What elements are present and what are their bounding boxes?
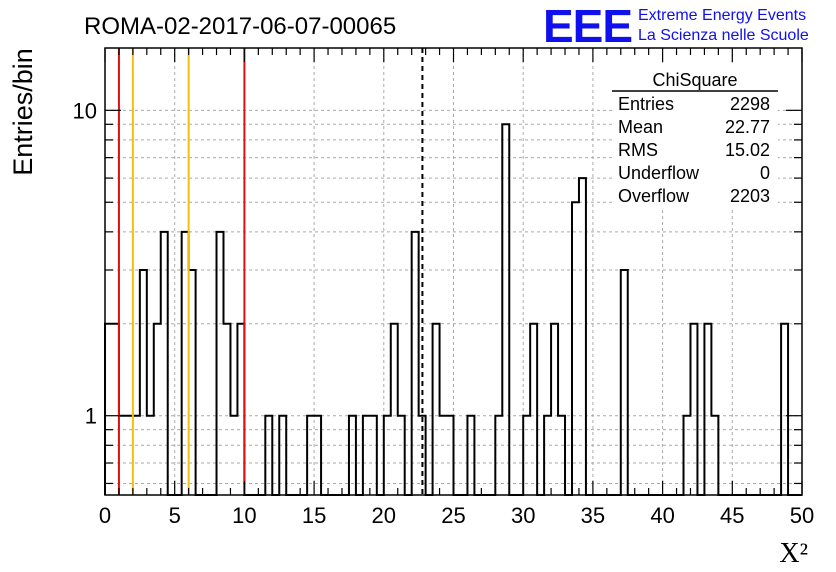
stats-row-value: 0 [760, 163, 770, 183]
x-tick-label: 0 [99, 503, 111, 528]
histogram-bin [140, 270, 147, 495]
stats-row-value: 2298 [730, 94, 770, 114]
histogram-bin [433, 324, 440, 495]
axes: 0 5 10 15 20 25 30 35 40 45 50 1 10 [73, 47, 814, 528]
histogram-bin [781, 324, 788, 495]
stats-row-label: Overflow [618, 186, 690, 206]
chart-title: ROMA-02-2017-06-07-00065 [84, 13, 396, 40]
x-tick-label: 25 [441, 503, 465, 528]
stats-row-value: 15.02 [725, 140, 770, 160]
eee-logo-mark: EEE [543, 0, 632, 52]
histogram-bin [237, 324, 244, 495]
histogram-bin [551, 324, 558, 495]
stats-row-label: Mean [618, 117, 663, 137]
stats-row-value: 22.77 [725, 117, 770, 137]
x-tick-label: 30 [511, 503, 535, 528]
eee-logo-line2: La Scienza nelle Scuole [638, 27, 809, 44]
x-tick-label: 40 [650, 503, 674, 528]
stats-row-label: Entries [618, 94, 674, 114]
histogram-bin [182, 232, 189, 495]
x-tick-label: 5 [169, 503, 181, 528]
histogram-bin [154, 324, 161, 495]
histogram-bin [621, 270, 628, 495]
histogram-bin [690, 324, 697, 495]
x-axis-label: X² [779, 538, 808, 569]
histogram-bin [217, 232, 224, 495]
histogram-bin [412, 232, 419, 495]
x-tick-label: 35 [581, 503, 605, 528]
histogram-bin [579, 178, 586, 495]
histogram-bin [189, 270, 196, 495]
x-tick-label: 45 [720, 503, 744, 528]
marker-lines [117, 48, 424, 495]
x-tick-label: 50 [790, 503, 814, 528]
eee-logo: EEE Extreme Energy Events La Scienza nel… [543, 0, 809, 52]
histogram-bin [161, 232, 168, 495]
x-tick-label: 10 [232, 503, 256, 528]
histogram-bin [391, 324, 398, 495]
y-axis-label: Entries/bin [8, 48, 38, 176]
y-tick-label: 10 [73, 98, 97, 123]
stats-box-title: ChiSquare [652, 70, 737, 90]
histogram-bin [572, 202, 579, 495]
histogram-bin [112, 324, 119, 495]
eee-logo-line1: Extreme Energy Events [638, 7, 806, 24]
stats-box-background [612, 66, 778, 208]
x-tick-label: 20 [372, 503, 396, 528]
histogram-bin [530, 324, 537, 495]
stats-row-value: 2203 [730, 186, 770, 206]
y-tick-label: 1 [85, 404, 97, 429]
histogram-bin [502, 124, 509, 495]
stats-box: ChiSquare Entries 2298 Mean 22.77 RMS 15.02 Und… [612, 66, 778, 208]
histogram-bin [105, 324, 112, 495]
histogram-bin [704, 324, 711, 495]
x-tick-label: 15 [302, 503, 326, 528]
stats-row-label: RMS [618, 140, 658, 160]
stats-row-label: Underflow [618, 163, 700, 183]
histogram-bin [223, 324, 230, 495]
